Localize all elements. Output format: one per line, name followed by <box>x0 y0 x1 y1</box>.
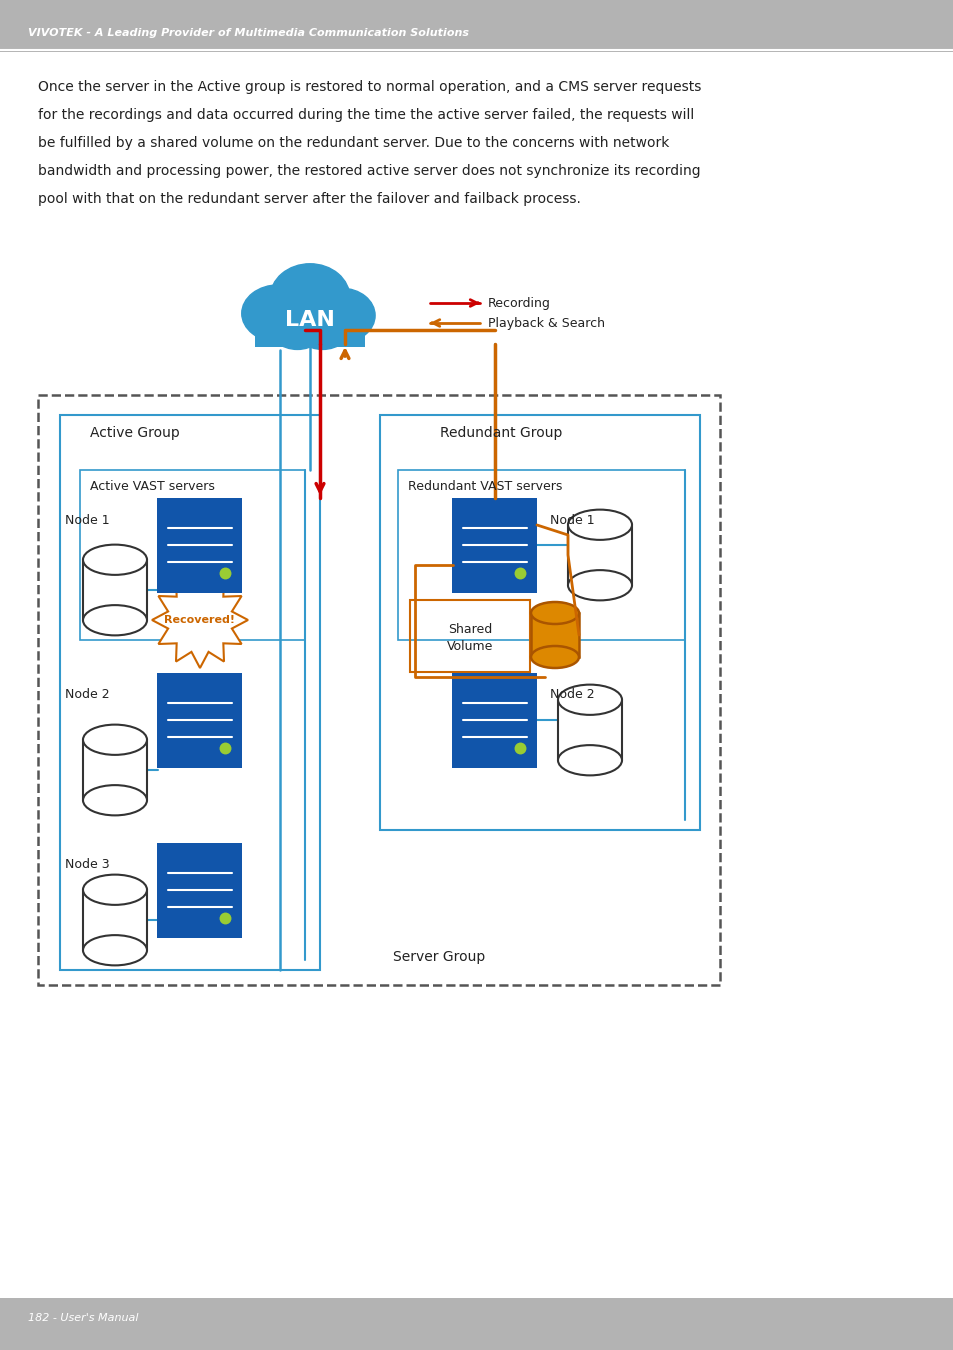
FancyBboxPatch shape <box>531 613 578 657</box>
FancyBboxPatch shape <box>83 890 147 950</box>
Text: Recording: Recording <box>488 297 550 309</box>
Text: Node 1: Node 1 <box>550 513 594 526</box>
FancyBboxPatch shape <box>157 498 242 593</box>
Text: Recovered!: Recovered! <box>164 616 235 625</box>
Ellipse shape <box>567 570 631 601</box>
Text: be fulfilled by a shared volume on the redundant server. Due to the concerns wit: be fulfilled by a shared volume on the r… <box>38 136 669 150</box>
FancyBboxPatch shape <box>452 498 537 593</box>
Ellipse shape <box>531 602 578 624</box>
Text: VIVOTEK - A Leading Provider of Multimedia Communication Solutions: VIVOTEK - A Leading Provider of Multimed… <box>28 28 469 38</box>
FancyBboxPatch shape <box>83 560 147 620</box>
Text: pool with that on the redundant server after the failover and failback process.: pool with that on the redundant server a… <box>38 192 580 207</box>
Text: Node 2: Node 2 <box>65 688 110 702</box>
Text: Server Group: Server Group <box>393 950 485 964</box>
Ellipse shape <box>531 647 578 668</box>
FancyBboxPatch shape <box>0 0 953 53</box>
Circle shape <box>514 567 526 579</box>
FancyBboxPatch shape <box>452 672 537 768</box>
FancyBboxPatch shape <box>83 740 147 801</box>
Ellipse shape <box>558 684 621 716</box>
Text: Redundant VAST servers: Redundant VAST servers <box>408 479 561 493</box>
Text: Shared
Volume: Shared Volume <box>446 622 493 653</box>
Ellipse shape <box>83 875 147 905</box>
Ellipse shape <box>241 285 314 342</box>
Ellipse shape <box>83 605 147 636</box>
Text: Node 1: Node 1 <box>65 513 110 526</box>
Text: Once the server in the Active group is restored to normal operation, and a CMS s: Once the server in the Active group is r… <box>38 80 700 94</box>
Text: bandwidth and processing power, the restored active server does not synchronize : bandwidth and processing power, the rest… <box>38 163 700 178</box>
Text: Node 3: Node 3 <box>65 859 110 872</box>
Text: Redundant Group: Redundant Group <box>439 427 561 440</box>
Circle shape <box>219 743 232 755</box>
Text: for the recordings and data occurred during the time the active server failed, t: for the recordings and data occurred dur… <box>38 108 694 122</box>
Ellipse shape <box>83 786 147 815</box>
FancyBboxPatch shape <box>157 842 242 937</box>
Circle shape <box>219 913 232 925</box>
FancyBboxPatch shape <box>0 1297 953 1350</box>
Ellipse shape <box>268 301 327 350</box>
Ellipse shape <box>83 725 147 755</box>
Text: Active VAST servers: Active VAST servers <box>90 479 214 493</box>
Text: Active Group: Active Group <box>90 427 179 440</box>
Ellipse shape <box>270 263 350 332</box>
FancyBboxPatch shape <box>567 525 631 586</box>
Circle shape <box>514 743 526 755</box>
Text: Playback & Search: Playback & Search <box>488 316 604 329</box>
Ellipse shape <box>567 510 631 540</box>
Polygon shape <box>152 572 248 668</box>
FancyBboxPatch shape <box>157 672 242 768</box>
Ellipse shape <box>308 289 375 343</box>
Ellipse shape <box>83 544 147 575</box>
FancyBboxPatch shape <box>255 317 364 347</box>
Text: LAN: LAN <box>285 310 335 329</box>
Ellipse shape <box>83 936 147 965</box>
Circle shape <box>219 567 232 579</box>
Text: Node 2: Node 2 <box>550 688 594 702</box>
FancyBboxPatch shape <box>558 699 621 760</box>
Ellipse shape <box>558 745 621 775</box>
Ellipse shape <box>293 301 352 350</box>
Text: 182 - User's Manual: 182 - User's Manual <box>28 1314 138 1323</box>
